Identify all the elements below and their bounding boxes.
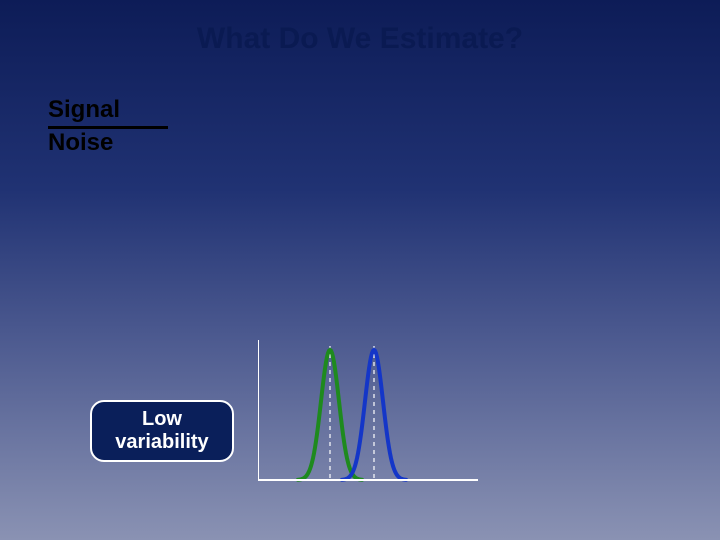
slide-title: What Do We Estimate?: [0, 22, 720, 56]
slide: What Do We Estimate? Signal Noise Low va…: [0, 0, 720, 540]
distribution-chart: [258, 340, 498, 492]
low-variability-line1: Low: [142, 408, 182, 430]
ratio-signal-label: Signal: [48, 96, 168, 124]
signal-noise-ratio: Signal Noise: [48, 96, 168, 157]
low-variability-line2: variability: [115, 431, 208, 453]
low-variability-callout: Low variability: [90, 400, 234, 462]
ratio-noise-label: Noise: [48, 129, 168, 157]
